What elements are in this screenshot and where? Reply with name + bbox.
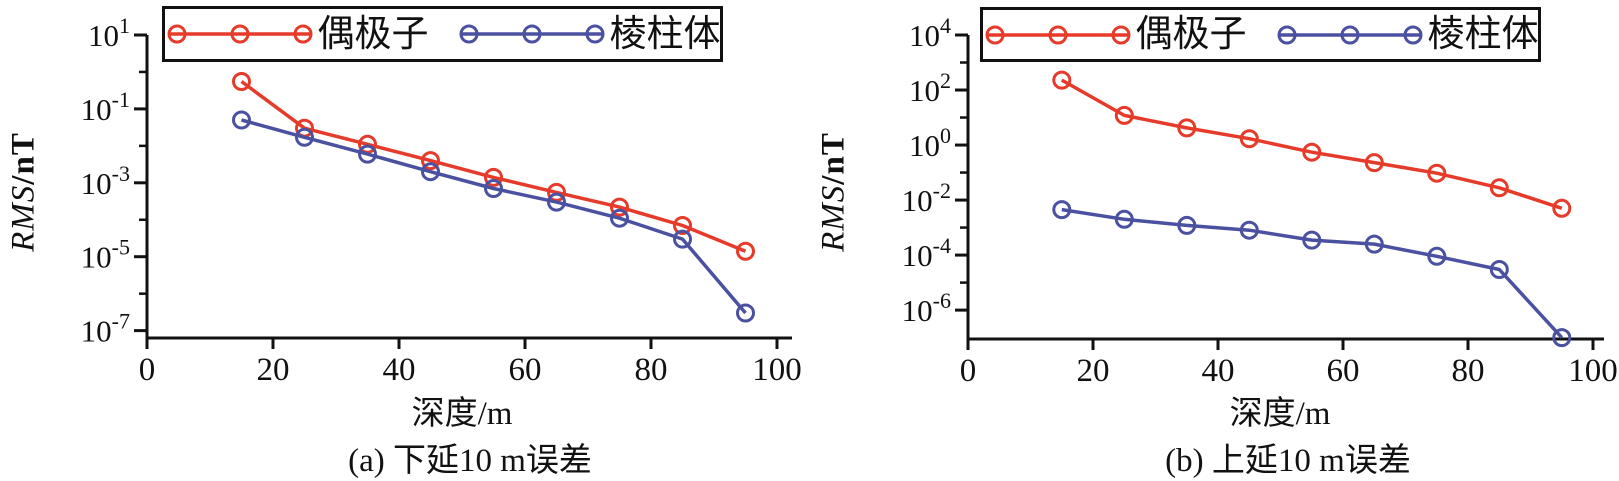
chart-caption: (a) 下延10 m误差 xyxy=(348,443,592,479)
y-axis-label-quantity: RMS xyxy=(5,184,42,252)
legend-item-dipole: 偶极子 xyxy=(165,16,429,53)
legend-label: 棱柱体 xyxy=(609,13,721,55)
legend-item-prism: 棱柱体 xyxy=(457,16,721,53)
series-point-prism xyxy=(421,162,440,182)
series-point-prism xyxy=(1489,260,1509,279)
legend: 偶极子 棱柱体 xyxy=(162,6,723,62)
y-tick-label: 10-4 xyxy=(902,233,951,273)
y-tick-label: 100 xyxy=(909,123,951,163)
x-tick-label: 20 xyxy=(257,352,290,388)
x-tick-label: 20 xyxy=(1077,353,1110,389)
series-point-dipole xyxy=(1552,198,1572,218)
series-point-dipole xyxy=(484,167,503,187)
series-marker-icon xyxy=(167,24,312,44)
series-point-prism xyxy=(1364,234,1384,254)
y-axis-label-quantity: RMS xyxy=(815,184,852,252)
series-marker-icon xyxy=(985,25,1130,44)
series-point-dipole xyxy=(1177,118,1197,138)
series-point-prism xyxy=(1302,230,1322,250)
x-tick-label: 100 xyxy=(752,352,802,388)
series-point-dipole xyxy=(1052,70,1072,90)
y-tick-label: 101 xyxy=(88,13,130,53)
series-point-dipole xyxy=(1239,129,1259,149)
x-tick-label: 40 xyxy=(1202,353,1235,389)
x-tick-label: 40 xyxy=(383,352,416,388)
series-point-prism xyxy=(1552,328,1572,348)
x-axis-label: 深度/m xyxy=(411,396,513,432)
chart-a: 101 10-1 10-3 10-5 10-7 0 20 40 60 80 100 RMS/nT 偶… xyxy=(0,0,810,479)
series-line-prism xyxy=(1061,207,1564,339)
series-point-prism xyxy=(1114,209,1134,229)
series-point-dipole xyxy=(1114,105,1134,125)
x-tick-label: 0 xyxy=(960,353,977,389)
series-point-dipole xyxy=(421,151,440,171)
legend-item-dipole: 偶极子 xyxy=(983,16,1247,53)
x-tick-label: 100 xyxy=(1568,353,1618,389)
series-point-prism xyxy=(484,179,503,198)
y-tick-label: 10-7 xyxy=(81,309,130,349)
series-line-prism xyxy=(241,118,747,315)
y-tick-label: 102 xyxy=(909,68,951,108)
series-line-dipole xyxy=(240,80,747,253)
series-point-dipole xyxy=(1489,178,1509,198)
legend-label: 偶极子 xyxy=(317,13,429,55)
plot-area-b: 104 102 100 10-2 10-4 10-60 20 40 60 80 100 xyxy=(902,13,1618,389)
series-point-prism xyxy=(673,229,692,249)
series-point-prism xyxy=(358,144,377,164)
legend: 偶极子 棱柱体 xyxy=(980,7,1541,62)
series-point-prism xyxy=(1427,246,1447,266)
y-tick-label: 10-5 xyxy=(81,235,130,275)
y-tick-label: 10-6 xyxy=(902,288,951,328)
series-point-prism xyxy=(736,303,755,323)
x-tick-label: 0 xyxy=(139,352,156,388)
chart-caption: (b) 上延10 m误差 xyxy=(1165,443,1411,479)
x-axis-label: 深度/m xyxy=(1229,396,1331,432)
series-point-dipole xyxy=(232,72,251,91)
legend-label: 棱柱体 xyxy=(1427,14,1539,55)
series-marker-icon xyxy=(1277,25,1422,44)
series-point-prism xyxy=(1177,215,1197,235)
y-tick-label: 10-1 xyxy=(81,87,130,127)
series-point-dipole xyxy=(1427,163,1447,183)
y-tick-label: 10-2 xyxy=(902,178,951,218)
y-axis-label: RMS/nT xyxy=(6,132,43,252)
series-point-dipole xyxy=(1302,142,1322,162)
series-marker-icon xyxy=(459,24,604,44)
series-point-dipole xyxy=(736,241,755,261)
legend-item-prism: 棱柱体 xyxy=(1275,16,1539,53)
series-point-dipole xyxy=(1364,153,1384,173)
x-tick-label: 80 xyxy=(635,352,668,388)
series-point-prism xyxy=(610,208,629,228)
x-tick-label: 80 xyxy=(1452,353,1485,389)
x-tick-label: 60 xyxy=(509,352,542,388)
series-point-prism xyxy=(295,127,314,147)
series-point-prism xyxy=(547,192,566,212)
x-tick-label: 60 xyxy=(1327,353,1360,389)
y-axis-label-unit: /nT xyxy=(815,132,852,185)
y-axis-label-unit: /nT xyxy=(5,132,42,185)
series-point-dipole xyxy=(610,197,629,217)
series-point-prism xyxy=(1052,200,1072,220)
series-point-prism xyxy=(1239,220,1259,240)
series-line-dipole xyxy=(1060,78,1563,210)
y-tick-label: 10-3 xyxy=(81,161,130,201)
series-point-dipole xyxy=(673,216,692,235)
plot-area-a: 101 10-1 10-3 10-5 10-70 20 40 60 80 100 xyxy=(81,13,802,388)
chart-b: 104 102 100 10-2 10-4 10-6 0 20 40 60 80 100 RMS/nT… xyxy=(810,0,1619,479)
y-axis-label: RMS/nT xyxy=(816,132,853,252)
legend-label: 偶极子 xyxy=(1135,14,1247,55)
y-tick-label: 104 xyxy=(909,13,951,53)
series-point-prism xyxy=(232,110,251,130)
